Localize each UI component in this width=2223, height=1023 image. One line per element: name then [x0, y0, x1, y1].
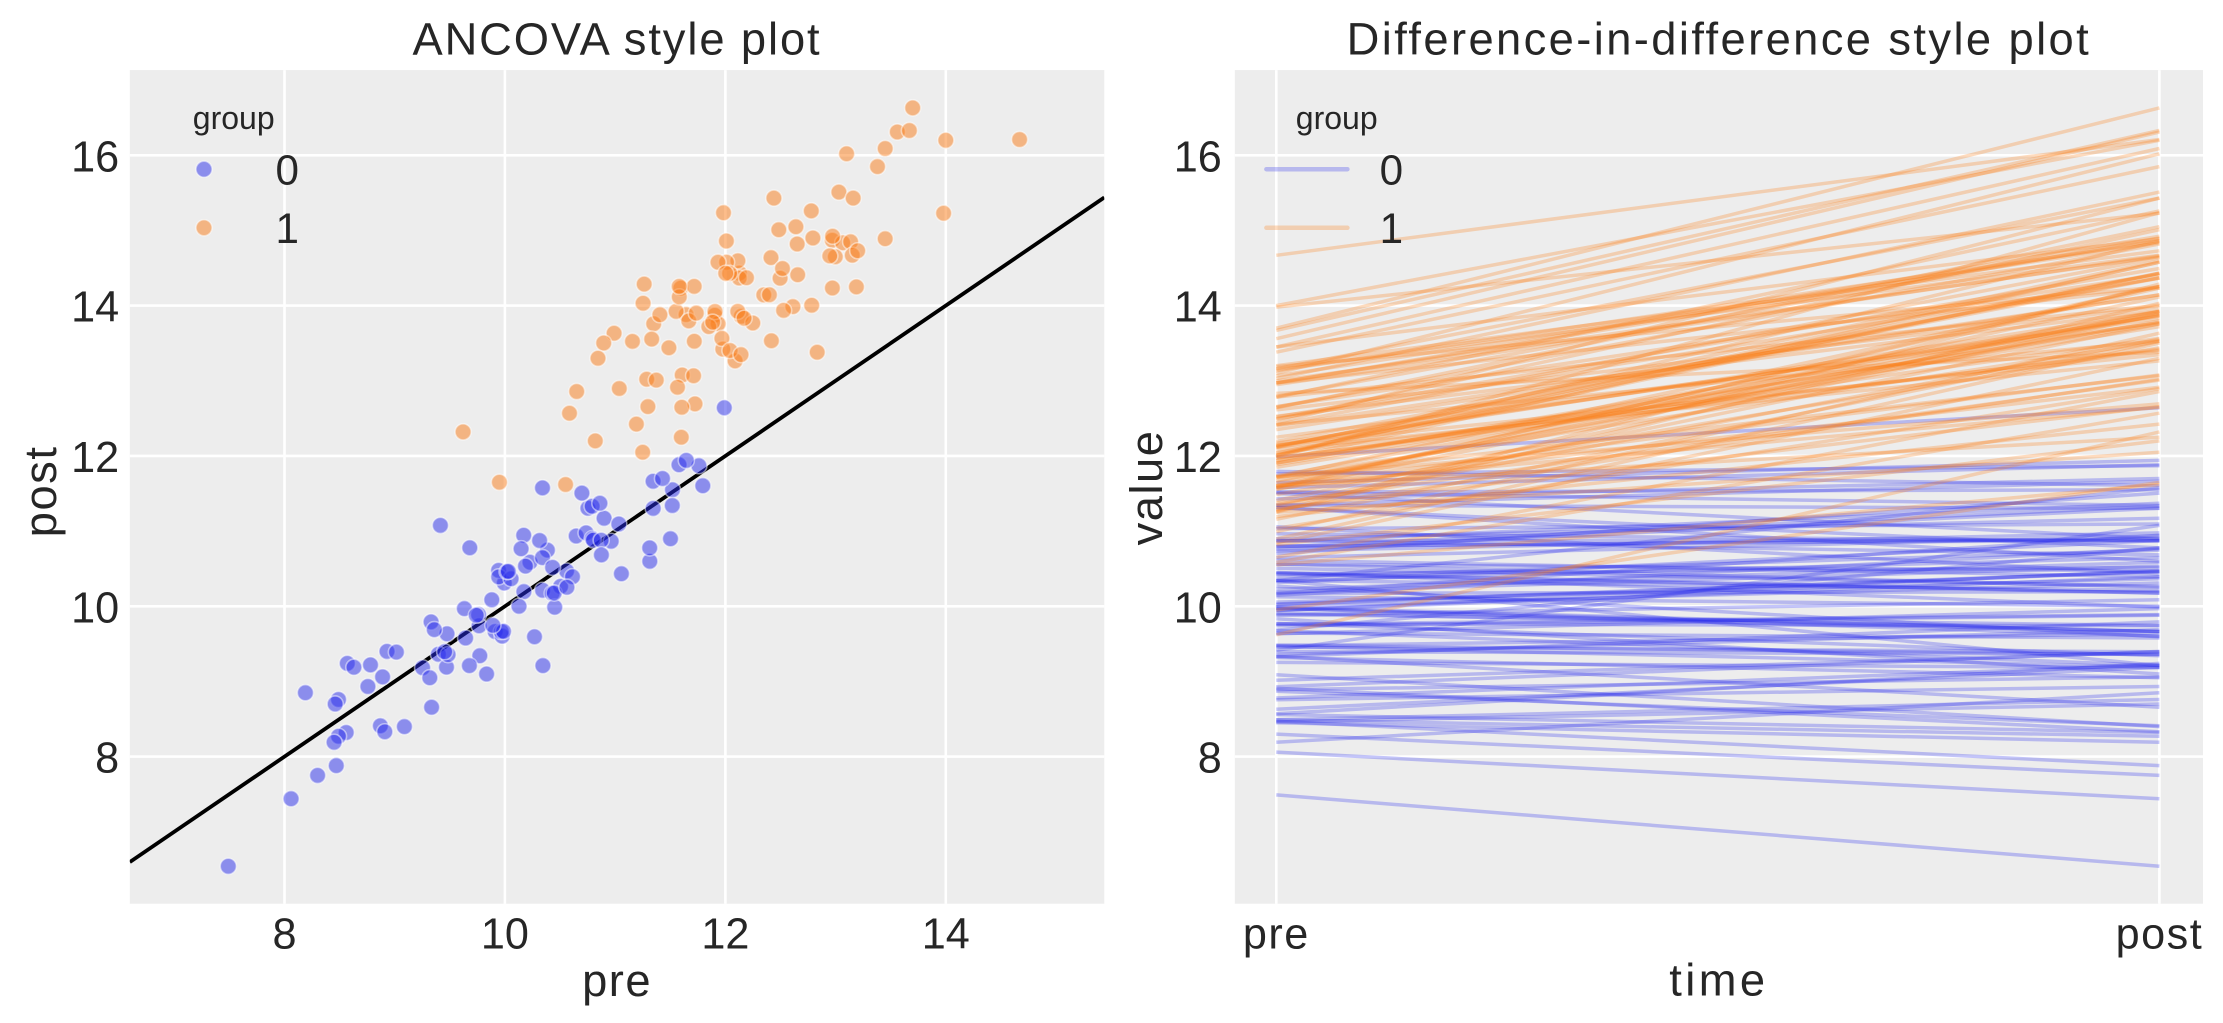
svg-text:16: 16: [71, 133, 119, 181]
svg-text:post: post: [2116, 910, 2204, 958]
svg-text:1: 1: [276, 205, 299, 252]
svg-text:ANCOVA style plot: ANCOVA style plot: [412, 14, 821, 65]
svg-text:value: value: [1121, 430, 1172, 546]
svg-text:group: group: [193, 100, 275, 136]
svg-text:8: 8: [272, 910, 296, 958]
svg-text:post: post: [15, 446, 66, 538]
svg-text:14: 14: [1174, 284, 1222, 332]
svg-text:16: 16: [1174, 133, 1222, 181]
svg-text:10: 10: [481, 910, 529, 958]
svg-text:0: 0: [276, 147, 299, 194]
svg-text:12: 12: [701, 910, 749, 958]
svg-text:14: 14: [922, 910, 970, 958]
svg-text:pre: pre: [582, 955, 652, 1006]
svg-text:group: group: [1296, 100, 1378, 136]
svg-text:10: 10: [1174, 584, 1222, 632]
svg-text:pre: pre: [1243, 910, 1310, 958]
svg-text:8: 8: [95, 735, 119, 783]
svg-text:time: time: [1669, 954, 1768, 1005]
svg-text:12: 12: [1174, 434, 1222, 482]
svg-text:12: 12: [71, 434, 119, 482]
svg-text:14: 14: [71, 284, 119, 332]
svg-text:1: 1: [1380, 205, 1403, 252]
svg-text:Difference-in-difference style: Difference-in-difference style plot: [1347, 14, 2092, 65]
svg-text:0: 0: [1380, 147, 1403, 194]
svg-text:8: 8: [1198, 735, 1222, 783]
svg-text:10: 10: [71, 584, 119, 632]
